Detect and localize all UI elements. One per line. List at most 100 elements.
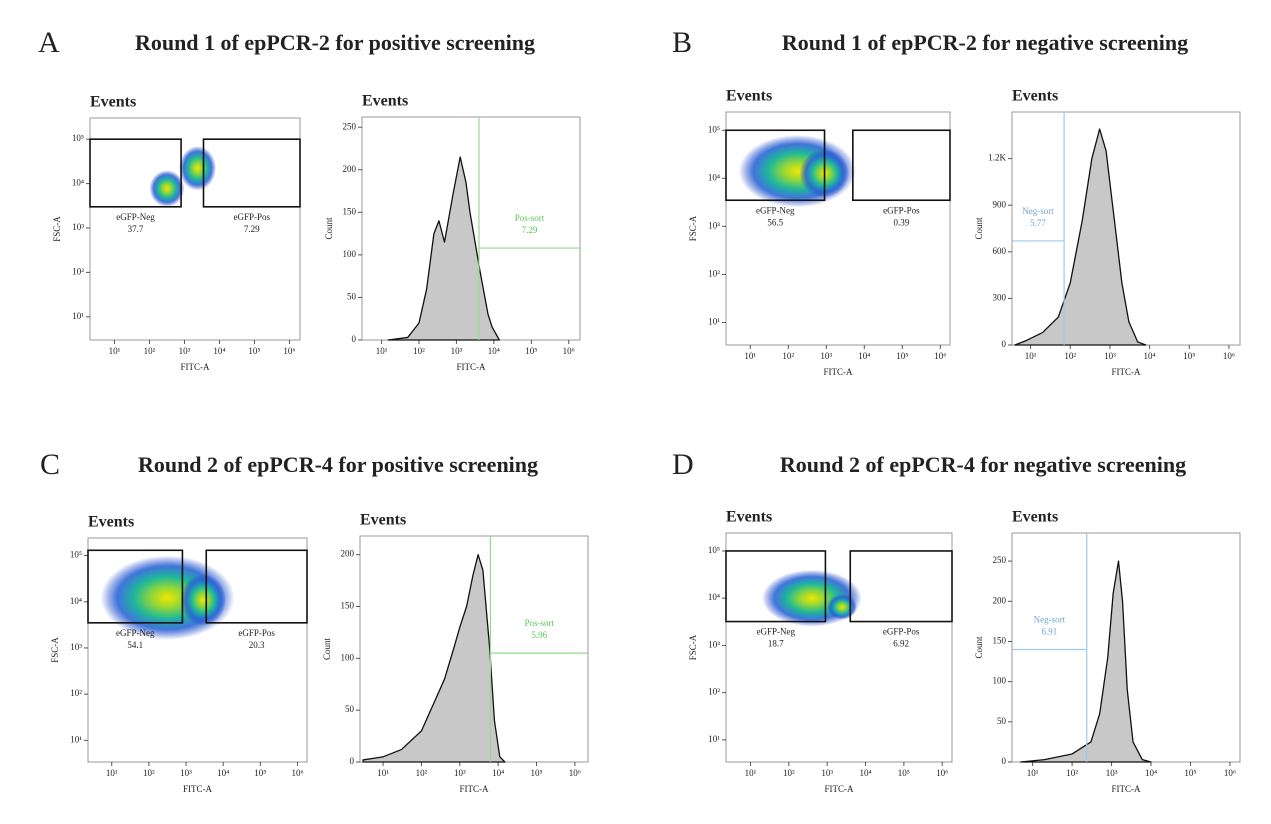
gate-percent: 37.7 [128,224,144,234]
y-tick-label: 250 [993,555,1007,565]
chart-title: Events [1012,88,1058,105]
chart-title: Events [360,512,406,529]
x-tick-label: 10⁴ [1144,351,1156,361]
chart-title: Events [1012,509,1058,526]
x-tick-label: 10⁴ [858,351,870,361]
x-tick-label: 10⁴ [1145,768,1157,778]
panel-title: Round 2 of epPCR-4 for positive screenin… [138,452,538,477]
plot-frame [725,532,953,763]
y-tick-label: 10⁴ [708,592,720,602]
x-tick-label: 10¹ [377,768,389,778]
x-tick-label: 10² [783,768,795,778]
gate [725,550,827,623]
chart: Events 10¹ 10² 10³ 10⁴ 10⁵ 10⁶ 0 50 100 150 200 250 F… [324,93,581,372]
y-axis-label: Count [974,636,984,659]
chart: Events 10¹ 10² 10³ 10⁴ 10⁵ 10⁶ 0 50 100 150 200 250 F… [974,509,1241,794]
x-axis-label: FITC-A [824,367,854,377]
gate-name: Neg-sort [1022,206,1054,216]
x-tick-label: 10⁴ [213,346,225,356]
x-tick-label: 10² [1066,768,1078,778]
x-tick-label: 10² [144,346,156,356]
panel-title: Round 1 of epPCR-2 for negative screenin… [782,30,1188,55]
x-tick-label: 10³ [451,346,463,356]
gate-name: Pos-sort [524,618,554,628]
x-tick-label: 10³ [179,346,191,356]
y-tick-label: 10³ [70,642,82,652]
y-tick-label: 50 [347,292,357,302]
chart-title: Events [90,94,136,111]
x-axis-label: FITC-A [1112,367,1142,377]
histogram-area [387,156,500,341]
gate-name: Pos-sort [515,213,545,223]
y-tick-label: 100 [993,676,1007,686]
x-tick-label: 10¹ [106,768,118,778]
gate-percent: 6.92 [893,639,909,649]
gate-percent: 54.1 [127,640,143,650]
y-tick-label: 10¹ [708,734,720,744]
y-tick-label: 10² [70,688,82,698]
x-axis-label: FITC-A [181,362,211,372]
chart-title: Events [88,514,134,531]
y-axis-label: Count [322,638,332,661]
x-tick-label: 10⁴ [492,768,504,778]
gate [87,549,184,624]
y-axis-label: FSC-A [688,634,698,660]
y-tick-label: 10⁴ [70,596,82,606]
x-tick-label: 10⁵ [1184,768,1196,778]
y-tick-label: 10⁴ [72,178,84,188]
y-tick-label: 0 [1002,756,1007,766]
x-tick-label: 10¹ [745,768,757,778]
gate-percent: 56.5 [767,217,783,227]
y-tick-label: 10² [708,268,720,278]
gate [852,129,951,202]
x-tick-label: 10⁶ [563,346,575,356]
x-tick-label: 10³ [1106,768,1118,778]
y-tick-label: 50 [997,716,1007,726]
x-tick-label: 10⁴ [859,768,871,778]
panel-title: Round 2 of epPCR-4 for negative screenin… [780,452,1186,477]
y-tick-label: 10³ [72,222,84,232]
y-tick-label: 10³ [708,220,720,230]
x-axis-label: FITC-A [183,784,213,794]
x-tick-label: 10⁵ [1183,351,1195,361]
y-tick-label: 200 [993,595,1007,605]
y-tick-label: 100 [343,249,357,259]
chart-title: Events [726,88,772,105]
gate-name: eGFP-Pos [883,627,920,637]
y-tick-label: 10⁵ [708,124,720,134]
y-tick-label: 1.2K [988,153,1006,163]
gate-percent: 5.77 [1030,218,1046,228]
y-axis-label: Count [974,217,984,240]
x-axis-label: FITC-A [825,784,855,794]
y-tick-label: 0 [350,756,355,766]
gate [89,138,182,208]
y-tick-label: 100 [341,652,355,662]
x-tick-label: 10⁶ [569,768,581,778]
x-tick-label: 10¹ [109,346,121,356]
chart: Events 10¹ 10² 10³ 10⁴ 10⁵ 10⁶ 10¹ 10² 10³ 10⁴ 10⁵ F… [52,94,301,372]
x-tick-label: 10² [143,768,155,778]
panel-letter: D [672,448,694,481]
panel-title: Round 1 of epPCR-2 for positive screenin… [135,30,535,55]
plot-frame [89,117,301,341]
gate-name: eGFP-Neg [116,628,155,638]
y-tick-label: 600 [993,246,1007,256]
chart: Events 10¹ 10² 10³ 10⁴ 10⁵ 10⁶ 0 300 600 900 1.2K FI… [974,88,1241,377]
gate-name: eGFP-Neg [756,627,795,637]
gate-name: eGFP-Pos [238,628,275,638]
y-axis-label: FSC-A [688,215,698,241]
gate-percent: 7.29 [522,225,538,235]
y-tick-label: 10⁵ [708,545,720,555]
y-tick-label: 900 [993,199,1007,209]
x-tick-label: 10² [782,351,794,361]
gate [205,549,308,624]
x-tick-label: 10⁵ [248,346,260,356]
y-tick-label: 10¹ [70,734,82,744]
gate-percent: 0.39 [894,217,910,227]
x-axis-label: FITC-A [1112,784,1142,794]
y-tick-label: 10¹ [72,311,84,321]
y-tick-label: 10¹ [708,317,720,327]
density-cloud [180,573,227,626]
